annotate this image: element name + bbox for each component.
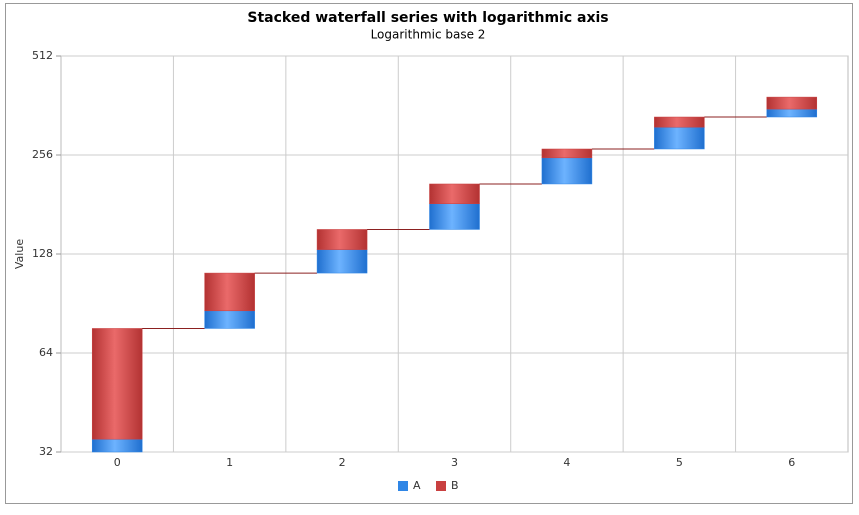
bar-segment	[654, 116, 705, 128]
bar-segment	[316, 249, 368, 274]
y-tick-label: 128	[32, 247, 53, 260]
bar-segment	[91, 438, 143, 453]
x-tick-label: 5	[676, 456, 683, 469]
bar-segment	[204, 310, 255, 329]
y-tick-label: 64	[39, 346, 53, 359]
chart-title: Stacked waterfall series with logarithmi…	[247, 10, 608, 26]
chart-subtitle: Logarithmic base 2	[371, 28, 486, 42]
legend-label: B	[451, 479, 459, 492]
x-tick-label: 3	[451, 456, 458, 469]
legend-swatch	[436, 481, 446, 491]
bar-segment	[541, 148, 593, 159]
bar-segment	[541, 157, 593, 185]
y-axis-label: Value	[13, 239, 26, 269]
y-tick-label: 256	[32, 148, 53, 161]
bar-segment	[204, 272, 255, 312]
x-tick-label: 2	[339, 456, 346, 469]
x-tick-label: 6	[788, 456, 795, 469]
x-tick-label: 0	[114, 456, 121, 469]
y-tick-label: 512	[32, 49, 53, 62]
legend-label: A	[413, 479, 421, 492]
bar-segment	[429, 203, 480, 230]
x-tick-label: 1	[226, 456, 233, 469]
y-tick-label: 32	[39, 445, 53, 458]
bar-segment	[766, 96, 818, 110]
bar-segment	[429, 183, 480, 204]
bar-segment	[766, 108, 818, 118]
legend-swatch	[398, 481, 408, 491]
bar-segment	[654, 126, 705, 150]
bar-segment	[91, 328, 143, 440]
bar-segment	[316, 229, 368, 250]
x-tick-label: 4	[563, 456, 570, 469]
